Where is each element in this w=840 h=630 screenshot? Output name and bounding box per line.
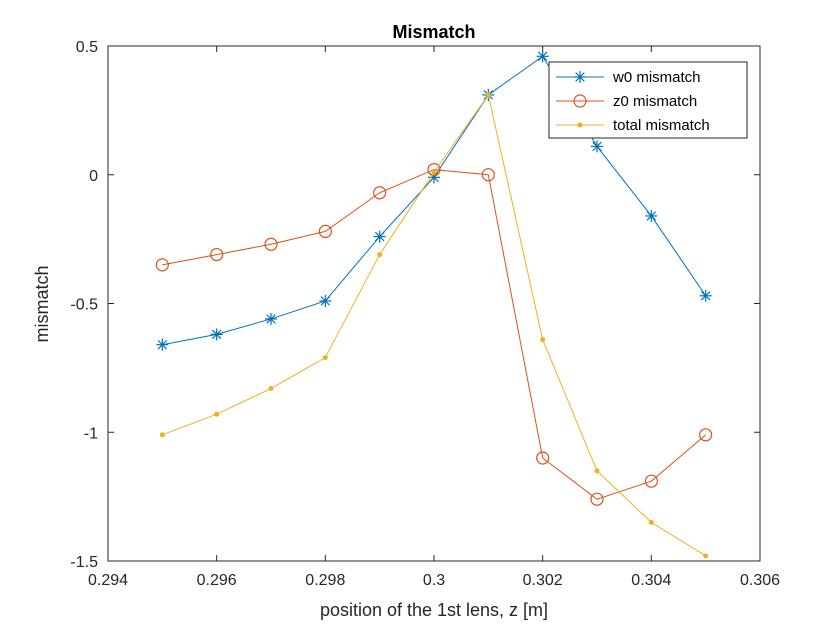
- x-tick-label: 0.298: [305, 572, 345, 589]
- data-point: [319, 294, 332, 307]
- x-axis-title: position of the 1st lens, z [m]: [320, 600, 548, 620]
- data-point: [699, 428, 713, 442]
- legend-marker: [574, 71, 586, 83]
- data-point: [265, 312, 277, 325]
- data-point: [318, 224, 332, 238]
- legend-entry: w0 mismatch: [556, 69, 701, 86]
- data-point: [373, 230, 386, 243]
- x-tick-label: 0.294: [88, 572, 128, 589]
- data-point: [322, 355, 328, 361]
- legend: w0 mismatch z0 mismatch total mismatch: [548, 61, 748, 139]
- x-tick-label: 0.304: [631, 572, 671, 589]
- data-point: [431, 169, 437, 175]
- x-tick-label: 0.306: [740, 572, 780, 589]
- data-point: [377, 252, 383, 258]
- series-layer: [155, 50, 713, 559]
- legend-label: total mismatch: [613, 117, 710, 134]
- legend-entry: z0 mismatch: [556, 93, 697, 110]
- x-tick-label: 0.296: [197, 572, 237, 589]
- data-point: [590, 492, 604, 506]
- legend-label: z0 mismatch: [613, 93, 697, 110]
- data-point: [481, 168, 495, 182]
- y-axis-title: mismatch: [32, 265, 52, 342]
- data-point: [214, 411, 220, 417]
- data-point: [648, 519, 654, 525]
- data-point: [645, 209, 658, 222]
- chart-title: Mismatch: [392, 22, 475, 42]
- data-point: [485, 92, 491, 98]
- data-point: [264, 237, 278, 251]
- legend-entry: total mismatch: [556, 117, 710, 134]
- data-point: [268, 385, 274, 391]
- series-2: [159, 92, 709, 559]
- x-tick-label: 0.302: [523, 572, 563, 589]
- legend-label: w0 mismatch: [612, 69, 701, 86]
- data-point: [536, 451, 550, 465]
- x-tick-label: 0.3: [423, 572, 445, 589]
- legend-marker: [573, 94, 587, 108]
- data-point: [156, 338, 169, 351]
- x-axis: 0.294 0.296 0.298 0.3 0.302 0.304 0.306: [88, 46, 780, 589]
- y-axis: 0.5 0 -0.5 -1 -1.5: [70, 39, 760, 571]
- data-point: [699, 289, 712, 302]
- y-tick-label: -0.5: [70, 297, 98, 314]
- legend-marker: [577, 122, 583, 128]
- y-tick-label: 0: [89, 168, 98, 185]
- data-point: [644, 474, 658, 488]
- series-line: [162, 169, 706, 500]
- data-point: [427, 163, 441, 177]
- data-point: [373, 186, 387, 200]
- data-point: [536, 50, 549, 63]
- data-point: [210, 247, 224, 262]
- y-tick-label: -1: [84, 425, 98, 442]
- data-point: [703, 553, 709, 559]
- data-point: [591, 140, 603, 153]
- y-tick-label: 0.5: [76, 39, 98, 56]
- y-tick-label: -1.5: [70, 554, 98, 571]
- series-1: [155, 163, 713, 506]
- data-point: [155, 258, 169, 272]
- series-0: [156, 50, 712, 351]
- data-point: [210, 328, 223, 341]
- data-point: [159, 432, 165, 438]
- data-point: [540, 337, 546, 343]
- data-point: [594, 468, 600, 474]
